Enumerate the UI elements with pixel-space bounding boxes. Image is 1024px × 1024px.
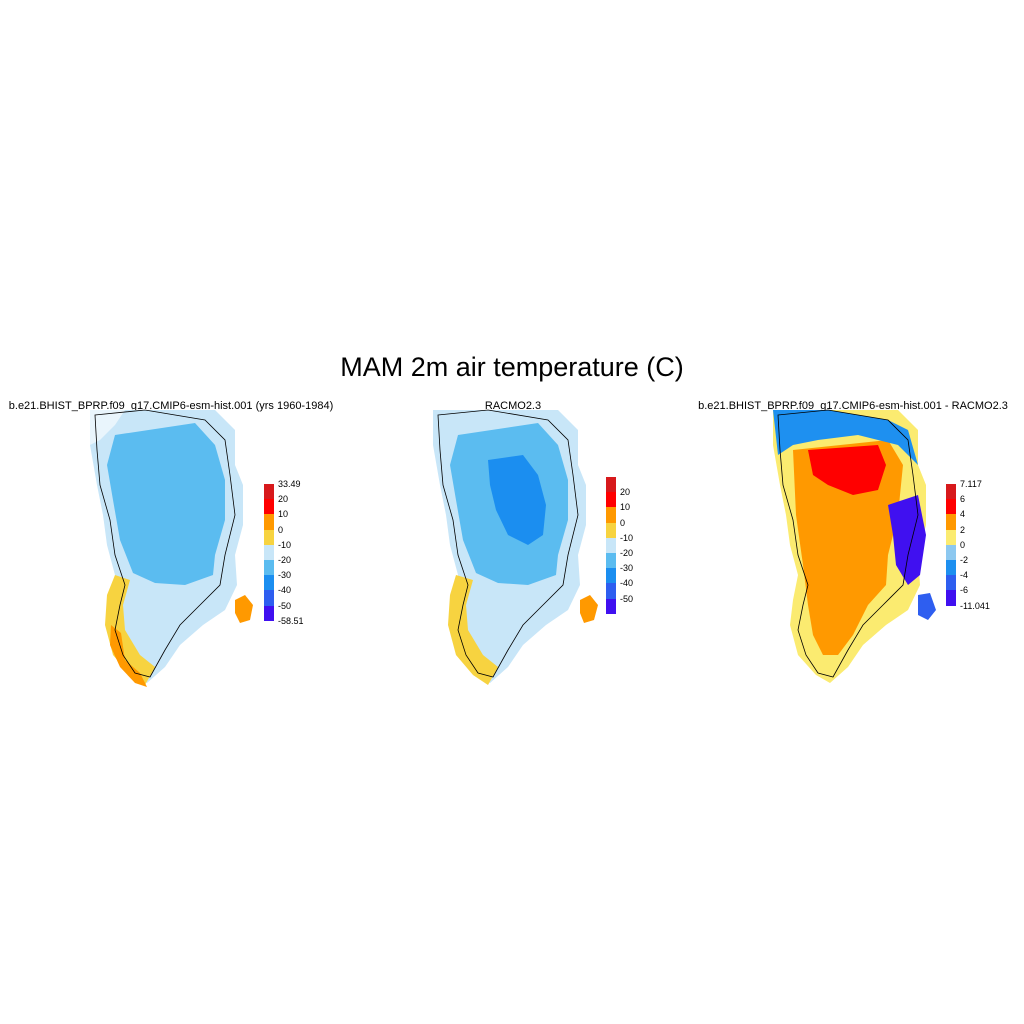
colorbar-label: -40 bbox=[620, 578, 634, 589]
south-tip-region bbox=[110, 625, 147, 687]
colorbar-box bbox=[264, 544, 274, 561]
colorbar-box bbox=[946, 544, 956, 561]
colorbar-box bbox=[264, 590, 274, 607]
colorbar-box bbox=[606, 477, 616, 493]
colorbar-label: 33.49 bbox=[278, 479, 301, 489]
panel-3-map bbox=[768, 405, 948, 695]
east-cold-bias bbox=[888, 495, 926, 585]
colorbar-label: 0 bbox=[620, 517, 626, 528]
colorbar-box bbox=[264, 499, 274, 515]
colorbar-label: 2 bbox=[960, 524, 966, 535]
colorbar-box bbox=[606, 507, 616, 524]
colorbar-label: -30 bbox=[278, 570, 292, 581]
colorbar-label: -10 bbox=[620, 532, 634, 543]
colorbar-box bbox=[606, 553, 616, 569]
colorbar-label: -6 bbox=[960, 585, 969, 596]
svalbard-region bbox=[580, 595, 598, 623]
interior-region bbox=[107, 423, 225, 585]
colorbar-box bbox=[606, 522, 616, 539]
colorbar-label: -58.51 bbox=[278, 615, 304, 626]
colorbar-label: 0 bbox=[960, 539, 966, 550]
colorbar-label: -50 bbox=[620, 593, 634, 604]
colorbar-box bbox=[946, 575, 956, 591]
coastline bbox=[777, 409, 919, 678]
colorbar-box bbox=[606, 598, 616, 615]
colorbar-box bbox=[264, 575, 274, 591]
colorbar-box bbox=[606, 568, 616, 584]
colorbar-label: 20 bbox=[278, 494, 289, 505]
colorbar-label: -30 bbox=[620, 563, 634, 574]
colorbar-box bbox=[264, 605, 274, 622]
colorbar-box bbox=[606, 537, 616, 554]
colorbar-label: -40 bbox=[278, 585, 292, 596]
north-bias-region bbox=[808, 445, 886, 495]
colorbar-label: 20 bbox=[620, 487, 631, 498]
colorbar-box bbox=[946, 590, 956, 607]
colorbar-box bbox=[946, 499, 956, 515]
svalbard-region bbox=[235, 595, 253, 623]
colorbar-label: -10 bbox=[278, 539, 292, 550]
figure-title: MAM 2m air temperature (C) bbox=[340, 352, 684, 382]
colorbar-label: 10 bbox=[620, 502, 631, 513]
colorbar-label: -20 bbox=[620, 548, 634, 558]
colorbar-label: -2 bbox=[960, 555, 969, 565]
colorbar-box bbox=[264, 529, 274, 546]
coastline bbox=[94, 409, 236, 678]
colorbar-box bbox=[606, 492, 616, 508]
colorbar-label: -4 bbox=[960, 570, 969, 581]
panel-2-map bbox=[428, 405, 608, 695]
colorbar-label: -50 bbox=[278, 600, 292, 611]
panel-3-title: b.e21.BHIST_BPRP.f09_g17.CMIP6-esm-hist.… bbox=[698, 400, 1008, 412]
colorbar-box bbox=[946, 529, 956, 546]
colorbar-label: 6 bbox=[960, 494, 966, 505]
colorbar-label: 7.117 bbox=[960, 479, 982, 489]
colorbar-box bbox=[606, 583, 616, 600]
colorbar-label: -11.041 bbox=[960, 600, 990, 611]
summit-region bbox=[488, 455, 546, 545]
colorbar-label: -20 bbox=[278, 555, 292, 565]
colorbar-box bbox=[264, 560, 274, 576]
colorbar-box bbox=[946, 560, 956, 576]
north-cold-bias bbox=[773, 410, 918, 465]
svalbard-region bbox=[918, 593, 936, 620]
colorbar-label: 0 bbox=[278, 524, 284, 535]
colorbar-box bbox=[946, 484, 956, 500]
colorbar-box bbox=[264, 514, 274, 531]
panel-1-map bbox=[85, 405, 265, 695]
interior-warm-region bbox=[793, 440, 903, 655]
coastline bbox=[437, 409, 579, 678]
south-warm-region bbox=[448, 575, 498, 685]
colorbar-label: 4 bbox=[960, 509, 966, 520]
panel-2-title: RACMO2.3 bbox=[484, 400, 542, 412]
colorbar-label: 10 bbox=[278, 509, 289, 520]
colorbar-box bbox=[946, 514, 956, 531]
colorbar-box bbox=[264, 484, 274, 500]
panel-1-title: b.e21.BHIST_BPRP.f09_g17.CMIP6-esm-hist.… bbox=[8, 400, 334, 412]
